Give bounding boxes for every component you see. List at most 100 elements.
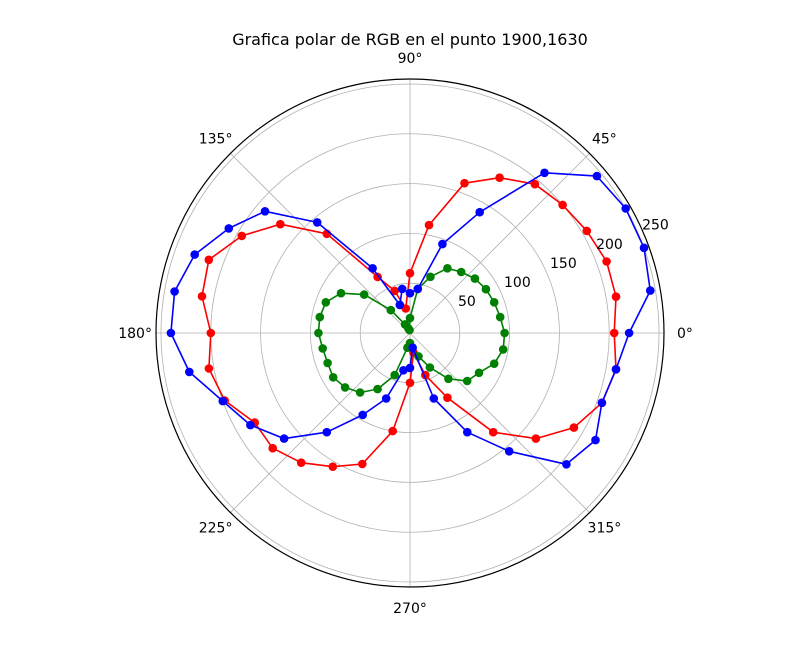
angle-tick-label-225: 225° bbox=[199, 520, 233, 536]
data-point-G-170 bbox=[315, 312, 325, 322]
data-point-R-320 bbox=[531, 434, 541, 443]
radial-tick-label-150: 150 bbox=[550, 256, 577, 272]
data-point-B-320 bbox=[562, 460, 571, 469]
data-point-G-150 bbox=[336, 288, 346, 298]
data-point-R-260 bbox=[388, 426, 398, 436]
data-point-G-50 bbox=[456, 267, 466, 277]
data-point-G-230 bbox=[355, 388, 365, 397]
data-point-R-110 bbox=[390, 286, 400, 296]
data-point-B-100 bbox=[397, 284, 407, 294]
data-point-B-340 bbox=[597, 398, 607, 408]
data-point-R-250 bbox=[358, 459, 367, 469]
data-point-B-240 bbox=[358, 410, 368, 420]
data-point-R-40 bbox=[558, 200, 567, 210]
data-point-R-60 bbox=[495, 173, 504, 182]
angle-gridline-315 bbox=[409, 332, 590, 513]
series-layer bbox=[166, 168, 655, 472]
data-point-G-190 bbox=[318, 344, 328, 353]
data-point-R-190 bbox=[204, 364, 214, 373]
data-point-R-50 bbox=[530, 179, 540, 189]
data-point-G-300 bbox=[425, 363, 435, 372]
data-point-R-70 bbox=[460, 178, 469, 188]
data-point-B-0 bbox=[624, 328, 634, 338]
data-point-G-320 bbox=[462, 376, 472, 386]
data-point-B-130 bbox=[312, 218, 322, 227]
polar-frame bbox=[155, 78, 665, 588]
data-point-G-210 bbox=[328, 373, 338, 382]
data-point-R-180 bbox=[206, 328, 216, 338]
data-point-G-180 bbox=[314, 328, 323, 338]
data-point-B-330 bbox=[591, 435, 600, 445]
data-point-B-260 bbox=[399, 366, 408, 375]
data-point-G-10 bbox=[495, 312, 505, 322]
series-B bbox=[166, 168, 655, 469]
radial-tick-label-100: 100 bbox=[504, 275, 531, 291]
data-point-B-270 bbox=[405, 363, 415, 373]
data-point-R-170 bbox=[197, 292, 207, 301]
angle-tick-label-90: 90° bbox=[398, 51, 423, 67]
data-point-G-120 bbox=[400, 320, 410, 329]
data-point-B-60 bbox=[475, 207, 485, 217]
data-point-G-250 bbox=[390, 370, 400, 380]
angle-gridline-225 bbox=[230, 332, 411, 513]
data-point-R-160 bbox=[204, 255, 214, 265]
data-point-R-30 bbox=[582, 226, 592, 236]
data-point-B-70 bbox=[438, 239, 447, 249]
angle-tick-label-180: 180° bbox=[118, 326, 152, 342]
data-point-R-270 bbox=[405, 378, 415, 388]
data-point-B-310 bbox=[504, 447, 514, 456]
tick-labels: 0° 45° 90° 135° 180° 225° 270° 315° 50 100 150 200 2… bbox=[118, 51, 693, 617]
angle-tick-label-0: 0° bbox=[677, 326, 693, 342]
data-point-B-160 bbox=[190, 250, 199, 259]
data-point-B-80 bbox=[413, 284, 423, 294]
radial-tick-label-50: 50 bbox=[458, 294, 476, 310]
data-point-R-310 bbox=[488, 427, 498, 437]
radial-tick-label-200: 200 bbox=[596, 237, 623, 253]
data-point-G-0 bbox=[500, 328, 509, 338]
data-point-R-10 bbox=[611, 292, 621, 302]
data-point-B-220 bbox=[279, 434, 289, 443]
data-point-G-130 bbox=[386, 305, 396, 315]
angle-tick-label-135: 135° bbox=[199, 132, 233, 148]
data-point-B-90 bbox=[405, 288, 415, 298]
data-point-R-240 bbox=[328, 462, 338, 472]
data-point-R-0 bbox=[609, 328, 619, 338]
angle-tick-label-45: 45° bbox=[592, 132, 617, 148]
data-point-B-200 bbox=[218, 396, 228, 406]
data-point-B-120 bbox=[368, 264, 377, 273]
data-point-G-140 bbox=[359, 290, 369, 299]
data-point-G-40 bbox=[470, 274, 480, 283]
data-point-G-240 bbox=[373, 384, 382, 394]
data-point-B-110 bbox=[395, 300, 405, 310]
data-point-B-180 bbox=[166, 328, 176, 338]
data-point-G-310 bbox=[444, 374, 453, 384]
chart-title: Grafica polar de RGB en el punto 1900,16… bbox=[232, 30, 588, 49]
data-point-G-70 bbox=[426, 272, 435, 282]
data-point-B-250 bbox=[381, 394, 391, 403]
data-point-B-30 bbox=[621, 204, 630, 213]
grid bbox=[156, 79, 664, 587]
data-point-B-300 bbox=[463, 427, 472, 437]
data-point-G-220 bbox=[340, 383, 350, 392]
data-point-B-10 bbox=[646, 286, 655, 295]
data-point-G-20 bbox=[489, 298, 499, 307]
data-point-B-150 bbox=[224, 224, 234, 233]
data-point-R-330 bbox=[569, 423, 579, 432]
angle-tick-label-270: 270° bbox=[393, 601, 427, 617]
data-point-R-140 bbox=[276, 219, 285, 229]
data-point-B-50 bbox=[540, 168, 549, 178]
radial-tick-label-250: 250 bbox=[642, 218, 669, 234]
data-point-G-60 bbox=[443, 264, 452, 273]
data-point-B-140 bbox=[260, 207, 270, 216]
data-point-G-30 bbox=[481, 284, 491, 294]
data-point-R-90 bbox=[405, 268, 415, 278]
data-point-R-220 bbox=[268, 443, 278, 453]
data-point-G-200 bbox=[323, 358, 332, 368]
data-point-R-230 bbox=[296, 458, 306, 468]
data-point-B-350 bbox=[611, 365, 621, 374]
angle-tick-label-315: 315° bbox=[588, 520, 622, 536]
data-point-B-20 bbox=[639, 243, 649, 253]
series-G bbox=[314, 264, 509, 397]
data-point-B-40 bbox=[592, 171, 602, 181]
